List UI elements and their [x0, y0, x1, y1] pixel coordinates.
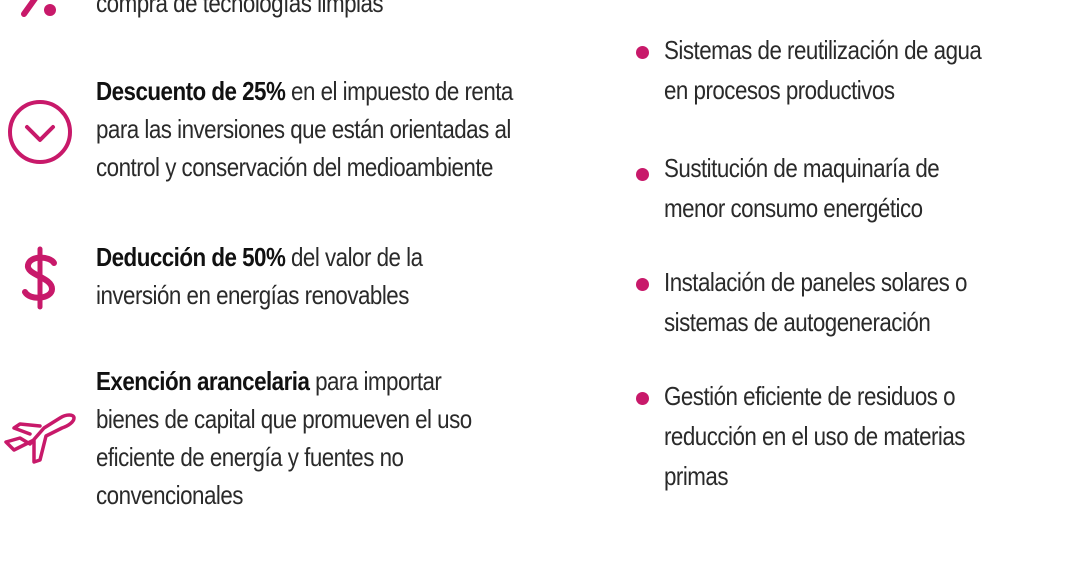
benefit-line-text: bienes de capital que promueven el uso [96, 404, 472, 434]
bullet-dot [636, 168, 649, 181]
bullet-dot [636, 392, 649, 405]
benefit-text: Descuento de 25% en el impuesto de renta… [96, 72, 543, 186]
benefit-line: convencionales [96, 476, 543, 514]
benefit-line-text: eficiente de energía y fuentes no [96, 442, 404, 472]
benefit-line-text: control y conservación del medioambiente [96, 152, 493, 182]
bullet-dot [636, 278, 649, 291]
investment-line: Gestión eficiente de residuos o [664, 381, 956, 411]
bullet-dot [636, 46, 649, 59]
benefit-line-text: en el impuesto de renta [285, 76, 513, 106]
investment-text: Sistemas de reutilización de agua en pro… [664, 30, 1068, 110]
benefit-highlight: Exención arancelaria [96, 366, 310, 396]
dollar-icon [0, 238, 80, 318]
benefit-text: compra de tecnologías limpias [96, 0, 543, 22]
benefit-text: Deducción de 50% del valor de la inversi… [96, 238, 543, 314]
benefit-line: Descuento de 25% en el impuesto de renta [96, 72, 543, 110]
benefit-line: eficiente de energía y fuentes no [96, 438, 543, 476]
benefit-highlight: Descuento de 25% [96, 76, 286, 106]
benefit-line-text: para las inversiones que están orientada… [96, 114, 511, 144]
investment-line: menor consumo energético [664, 193, 923, 223]
benefit-line: inversión en energías renovables [96, 276, 543, 314]
benefit-line-text: convencionales [96, 480, 243, 510]
benefit-item-deduction: Deducción de 50% del valor de la inversi… [0, 238, 620, 328]
investment-line: en procesos productivos [664, 75, 895, 105]
investment-line: Sustitución de maquinaría de [664, 153, 940, 183]
percent-icon [0, 0, 80, 44]
benefit-line-text: inversión en energías renovables [96, 280, 409, 310]
benefit-highlight: Deducción de 50% [96, 242, 286, 272]
benefit-line: para las inversiones que están orientada… [96, 110, 543, 148]
investment-line: sistemas de autogeneración [664, 307, 931, 337]
benefit-line: control y conservación del medioambiente [96, 148, 543, 186]
benefit-line-text: compra de tecnologías limpias [96, 0, 384, 18]
benefit-line-text: del valor de la [285, 242, 423, 272]
benefit-item-tariff-exemption: Exención arancelaria para importar biene… [0, 362, 620, 532]
benefit-text: Exención arancelaria para importar biene… [96, 362, 543, 514]
airplane-icon [0, 390, 80, 470]
benefit-line: bienes de capital que promueven el uso [96, 400, 543, 438]
benefit-item-tax-discount: Descuento de 25% en el impuesto de renta… [0, 72, 620, 202]
investment-text: Sustitución de maquinaría de menor consu… [664, 148, 1068, 228]
investment-line: Sistemas de reutilización de agua [664, 35, 982, 65]
investment-line: reducción en el uso de materias [664, 421, 965, 451]
benefit-item-clean-tech: compra de tecnologías limpias [0, 0, 620, 44]
benefit-line: compra de tecnologías limpias [96, 0, 543, 22]
chevron-down-circle-icon [0, 92, 80, 172]
investment-text: Instalación de paneles solares o sistema… [664, 262, 1068, 342]
investment-line: primas [664, 461, 729, 491]
benefit-line-text: para importar [309, 366, 442, 396]
benefit-line: Deducción de 50% del valor de la [96, 238, 543, 276]
benefit-line: Exención arancelaria para importar [96, 362, 543, 400]
investment-line: Instalación de paneles solares o [664, 267, 967, 297]
investment-text: Gestión eficiente de residuos o reducció… [664, 376, 1068, 496]
